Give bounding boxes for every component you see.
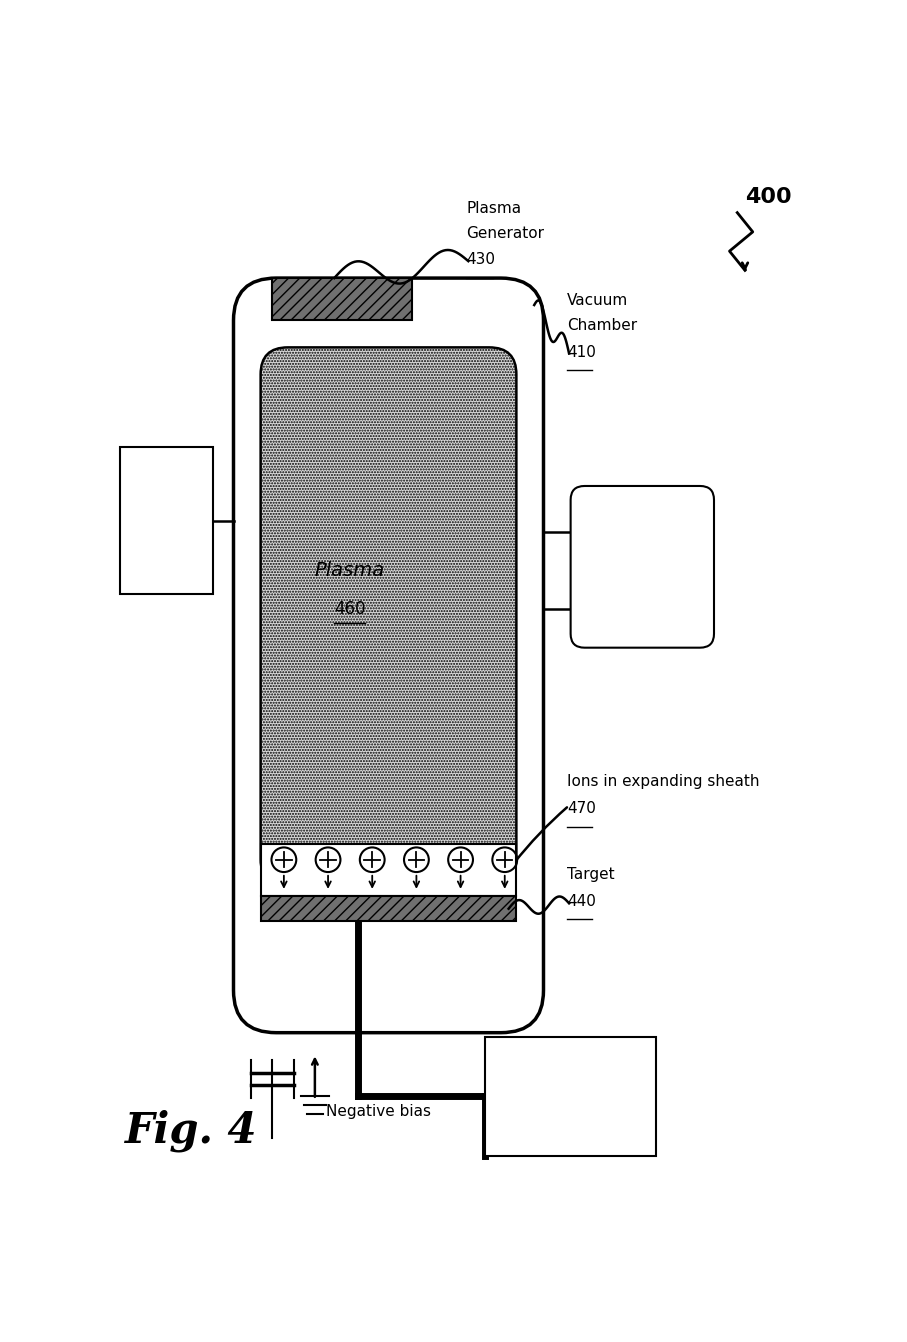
FancyBboxPatch shape [260,348,516,886]
Text: Fig. 4: Fig. 4 [125,1110,258,1151]
Text: High Voltage: High Voltage [522,1062,619,1076]
Text: 450: 450 [628,586,657,601]
FancyBboxPatch shape [571,486,714,648]
Text: 480: 480 [556,1114,585,1129]
Text: 430: 430 [466,252,495,267]
Text: Pulser: Pulser [547,1084,594,1100]
Bar [272,278,412,321]
Text: 460: 460 [334,600,366,619]
Text: 410: 410 [567,345,596,360]
Text: Plasma: Plasma [315,561,385,580]
Text: Generator: Generator [466,225,544,242]
Bar [260,844,516,896]
Text: Vacuum: Vacuum [567,293,628,309]
Text: Chamber: Chamber [567,318,637,333]
Text: Pumps: Pumps [617,553,668,568]
Text: Plasma: Plasma [466,201,522,216]
Text: 420: 420 [151,550,180,565]
Text: 470: 470 [567,801,596,816]
Bar [485,1036,656,1155]
Text: Target: Target [567,867,614,882]
FancyBboxPatch shape [233,278,543,1033]
Text: Vacuum: Vacuum [611,527,673,542]
Text: 440: 440 [567,894,596,909]
Text: Input: Input [146,498,186,513]
Text: 400: 400 [745,188,792,207]
Bar [260,896,516,921]
Text: Ions in expanding sheath: Ions in expanding sheath [567,774,759,789]
Text: Gas: Gas [151,474,180,488]
Text: System: System [138,522,195,537]
Text: Negative bias: Negative bias [327,1104,432,1119]
Bar [120,447,212,593]
